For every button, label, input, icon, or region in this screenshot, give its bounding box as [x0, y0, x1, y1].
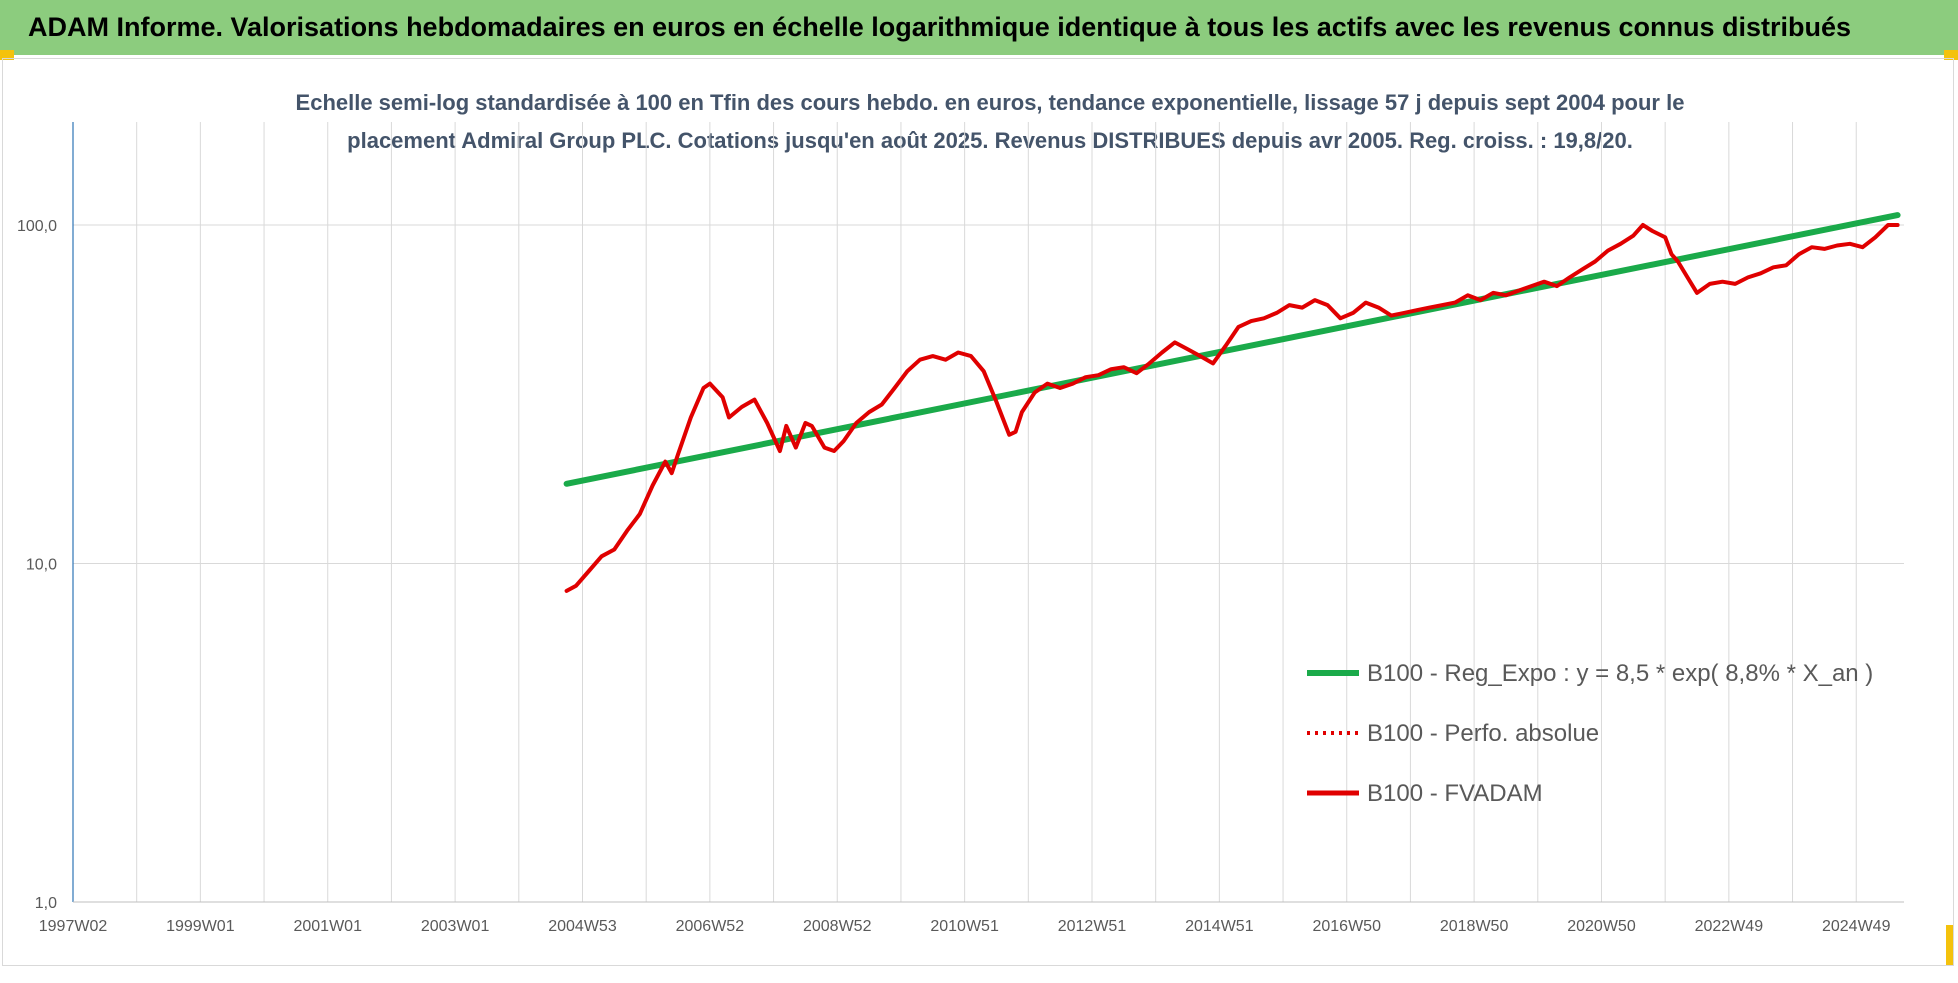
- chart-grid: [72, 122, 1904, 903]
- series-line-2: [564, 223, 1900, 593]
- y-tick-label: 100,0: [17, 218, 57, 235]
- x-tick-label: 2016W50: [1312, 918, 1381, 935]
- x-tick-label: 2001W01: [293, 918, 362, 935]
- chart-subtitle: Echelle semi-log standardisée à 100 en T…: [140, 84, 1840, 160]
- x-tick-label: 2008W52: [803, 918, 872, 935]
- chart-frame: [2, 58, 1954, 966]
- series-line-0: [563, 212, 1901, 487]
- x-tick-label: 2014W51: [1185, 918, 1254, 935]
- y-tick-label: 1,0: [35, 895, 57, 912]
- corner-marker-top-right: [1944, 50, 1958, 60]
- x-tick-label: 2022W49: [1695, 918, 1764, 935]
- chart-legend: B100 - Reg_Expo : y = 8,5 * exp( 8,8% * …: [1307, 660, 1873, 807]
- page-title: ADAM Informe. Valorisations hebdomadaire…: [28, 12, 1852, 42]
- corner-marker-bottom-right: [1946, 925, 1954, 965]
- chart-subtitle-line-1: Echelle semi-log standardisée à 100 en T…: [295, 90, 1685, 115]
- legend-label-1: B100 - Perfo. absolue: [1367, 720, 1599, 747]
- chart-axes: 1,0 10,0 100,0 1997W02 1999W01 2001W01 2003W01…: [17, 122, 1904, 935]
- header-banner: ADAM Informe. Valorisations hebdomadaire…: [0, 0, 1958, 55]
- x-tick-label: 2020W50: [1567, 918, 1636, 935]
- x-tick-label: 2024W49: [1822, 918, 1891, 935]
- x-tick-label: 2018W50: [1440, 918, 1509, 935]
- corner-marker-top-left: [0, 50, 14, 60]
- legend-label-0: B100 - Reg_Expo : y = 8,5 * exp( 8,8% * …: [1367, 660, 1873, 687]
- x-tick-label: 1997W02: [39, 918, 108, 935]
- x-tick-label: 1999W01: [166, 918, 235, 935]
- chart-series: [563, 212, 1901, 593]
- y-tick-label: 10,0: [26, 557, 57, 574]
- chart-subtitle-line-2: placement Admiral Group PLC. Cotations j…: [347, 128, 1633, 153]
- x-tick-label: 2003W01: [421, 918, 490, 935]
- legend-label-2: B100 - FVADAM: [1367, 780, 1543, 807]
- x-tick-label: 2010W51: [930, 918, 999, 935]
- x-tick-label: 2006W52: [676, 918, 745, 935]
- x-tick-label: 2012W51: [1058, 918, 1127, 935]
- x-tick-label: 2004W53: [548, 918, 617, 935]
